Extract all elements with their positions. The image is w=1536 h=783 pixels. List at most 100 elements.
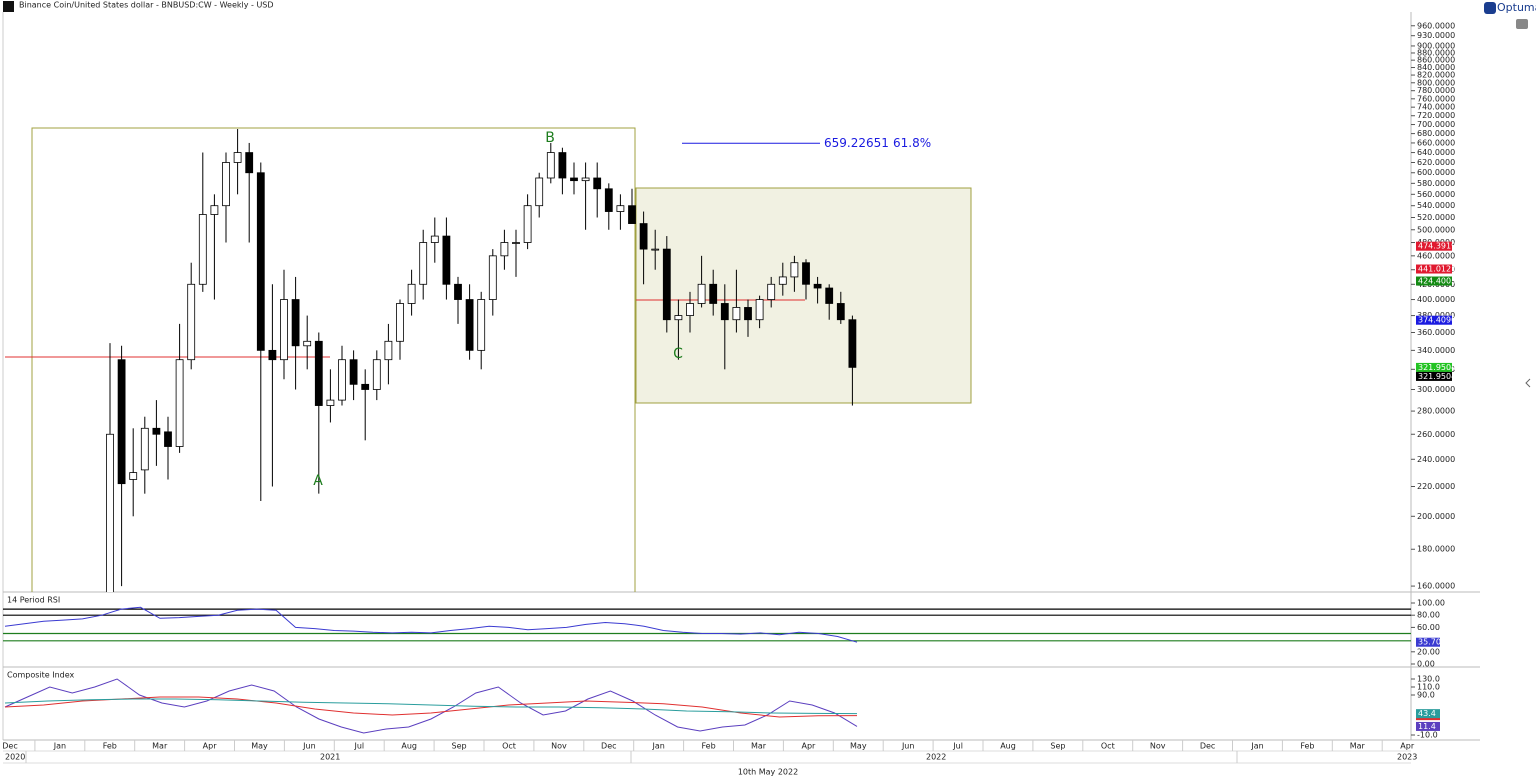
x-tick-label: Apr	[801, 742, 816, 751]
candle-body	[465, 299, 474, 351]
x-tick-label: Mar	[751, 742, 767, 751]
last-value-tag	[1416, 721, 1440, 731]
app-icon[interactable]	[3, 1, 14, 12]
x-tick-label: Nov	[551, 742, 567, 751]
y-tick-label: 300.0000	[1417, 385, 1455, 394]
candle-body	[790, 262, 799, 278]
candle-body	[442, 235, 451, 285]
x-tick-label: Dec	[2, 742, 17, 751]
y-tick-label: 500.0000	[1417, 225, 1455, 234]
candle-body	[767, 283, 776, 300]
candle-body	[720, 303, 729, 321]
drawn-box[interactable]	[31, 127, 636, 598]
x-tick-label: Feb	[1300, 742, 1314, 751]
candle-body	[848, 319, 857, 368]
x-tick-label: Oct	[502, 742, 516, 751]
x-tick-label: Sep	[452, 742, 467, 751]
candle-body	[778, 276, 787, 285]
candle-body	[477, 299, 486, 351]
candle-body	[686, 303, 694, 316]
candle-body	[233, 152, 242, 163]
y-tick-label: 660.0000	[1417, 138, 1455, 147]
candle-body	[616, 205, 625, 212]
x-tick-label: May	[850, 742, 867, 751]
x-tick-label: Nov	[1150, 742, 1166, 751]
indicator-line	[4, 606, 858, 643]
y-tick-label: 60.00	[1417, 623, 1440, 632]
y-tick-label: 860.0000	[1417, 56, 1455, 65]
y-tick-label: 100.00	[1417, 599, 1445, 608]
x-tick-label: Sep	[1050, 742, 1065, 751]
x-tick-label: Jan	[652, 742, 665, 751]
candle-body	[222, 162, 230, 207]
year-label: 2021	[320, 753, 340, 762]
x-tick-label: Jun	[901, 742, 915, 751]
y-tick-label: 280.0000	[1417, 407, 1455, 416]
y-tick-label: 700.0000	[1417, 120, 1455, 129]
y-tick-label: 380.0000	[1417, 311, 1455, 320]
candle-body	[268, 349, 277, 361]
collapse-arrow[interactable]	[1525, 378, 1531, 388]
y-tick-label: 880.0000	[1417, 48, 1455, 57]
candle-body	[697, 283, 706, 304]
price-marker-label: 321.9504	[1418, 372, 1456, 381]
y-tick-label: 960.0000	[1417, 21, 1455, 30]
y-tick-label: 760.0000	[1417, 94, 1455, 103]
price-marker	[1416, 276, 1452, 286]
candle-body	[546, 152, 555, 179]
lock-icon[interactable]	[1516, 19, 1528, 29]
x-tick-label: Jan	[1250, 742, 1263, 751]
y-tick-label: 900.0000	[1417, 41, 1455, 50]
y-tick-label: 680.0000	[1417, 129, 1455, 138]
y-tick-label: 260.0000	[1417, 430, 1455, 439]
y-tick-label: 180.0000	[1417, 545, 1455, 554]
candle-body	[651, 248, 660, 251]
wave-label: B	[545, 130, 555, 146]
y-tick-label: 930.0000	[1417, 31, 1455, 40]
candle-body	[709, 283, 718, 304]
candle-body	[512, 242, 520, 244]
candle-body	[744, 307, 752, 321]
indicator-line	[4, 696, 858, 718]
y-tick-label: 200.0000	[1417, 512, 1455, 521]
y-tick-label: 80.00	[1417, 611, 1440, 620]
drawn-box[interactable]	[635, 187, 972, 404]
x-tick-label: Dec	[1200, 742, 1215, 751]
y-tick-label: 540.0000	[1417, 201, 1455, 210]
candle-body	[732, 307, 741, 321]
candle-body	[129, 472, 138, 480]
y-tick-label: 90.0	[1417, 691, 1435, 700]
candle-body	[558, 152, 567, 179]
candle-body	[802, 262, 810, 285]
price-marker-label: 441.0121	[1418, 265, 1456, 274]
price-marker-label: 321.9504	[1418, 363, 1456, 372]
candle-body	[628, 205, 636, 224]
y-tick-label: 620.0000	[1417, 158, 1455, 167]
x-tick-label: May	[251, 742, 268, 751]
footer-date: 10th May 2022	[738, 768, 798, 777]
x-tick-label: Jun	[302, 742, 316, 751]
candle-body	[384, 340, 393, 361]
y-tick-label: 0.00	[1417, 660, 1435, 669]
candle-body	[396, 303, 404, 342]
year-label: 2022	[926, 753, 946, 762]
candle-body	[500, 242, 509, 257]
price-marker-label: 424.4005	[1418, 277, 1456, 286]
y-tick-label: 580.0000	[1417, 179, 1455, 188]
candle-body	[488, 255, 497, 300]
panel-title: Composite Index	[7, 671, 75, 680]
candle-body	[593, 177, 602, 190]
price-marker	[1416, 362, 1452, 372]
candle-body	[245, 152, 254, 174]
candle-body	[198, 214, 207, 285]
x-tick-label: Mar	[1350, 742, 1366, 751]
y-tick-label: 340.0000	[1417, 346, 1455, 355]
candle-body	[674, 315, 683, 321]
candle-body	[164, 431, 172, 447]
price-plot	[106, 129, 857, 592]
x-tick-label: Apr	[203, 742, 218, 751]
last-value-label: 11.4	[1418, 722, 1436, 731]
candle-body	[430, 235, 439, 243]
